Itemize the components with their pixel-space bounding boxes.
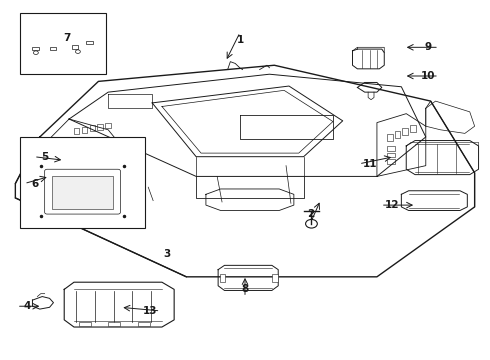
Bar — [98, 124, 103, 130]
Bar — [394, 131, 400, 138]
Bar — [86, 41, 93, 44]
Text: 2: 2 — [307, 209, 315, 219]
Text: 1: 1 — [237, 35, 244, 45]
Bar — [387, 159, 394, 164]
Bar — [74, 141, 84, 145]
Bar — [387, 134, 392, 140]
Bar — [49, 46, 56, 50]
Text: 9: 9 — [425, 42, 432, 52]
Bar — [74, 147, 84, 151]
Text: 12: 12 — [384, 200, 399, 210]
Text: 11: 11 — [362, 159, 377, 169]
Bar — [402, 129, 408, 135]
FancyBboxPatch shape — [20, 137, 145, 228]
Text: 6: 6 — [31, 179, 39, 189]
Bar — [220, 274, 225, 282]
Bar — [52, 176, 113, 209]
FancyBboxPatch shape — [20, 13, 106, 74]
Bar — [74, 129, 79, 134]
Bar — [387, 153, 394, 157]
Text: 10: 10 — [421, 71, 436, 81]
Bar — [74, 152, 84, 157]
Text: 4: 4 — [24, 301, 31, 311]
Text: 13: 13 — [143, 306, 157, 316]
Bar — [138, 321, 150, 326]
Bar — [79, 321, 91, 326]
Bar — [90, 126, 95, 131]
Bar — [410, 126, 416, 132]
Text: 7: 7 — [63, 33, 71, 43]
Bar — [82, 127, 87, 133]
FancyBboxPatch shape — [45, 169, 121, 214]
Text: 8: 8 — [242, 284, 248, 294]
Bar — [72, 45, 78, 49]
Bar — [108, 321, 121, 326]
Bar — [105, 123, 111, 129]
Text: 3: 3 — [163, 248, 171, 258]
Text: 5: 5 — [41, 152, 49, 162]
Bar — [272, 274, 278, 282]
Bar — [32, 46, 39, 50]
Bar — [387, 146, 394, 151]
